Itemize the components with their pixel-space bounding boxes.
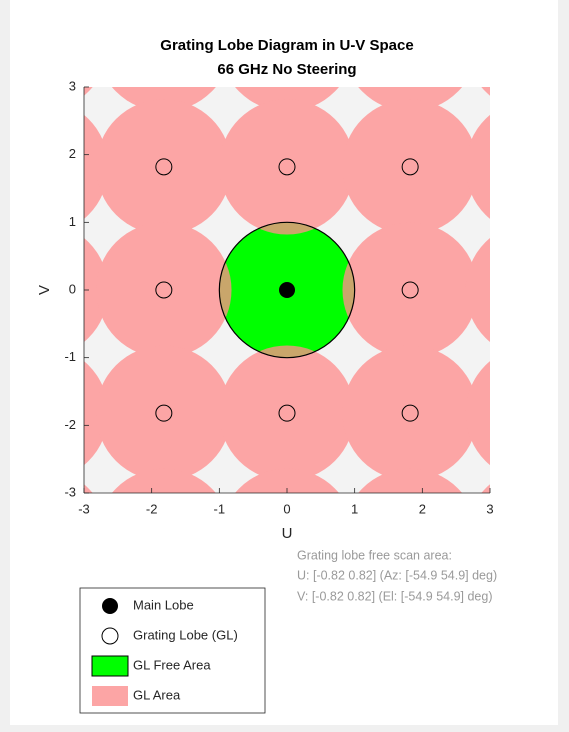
chart-title: Grating Lobe Diagram in U-V Space (160, 37, 413, 54)
x-axis-label: U (282, 525, 293, 542)
gl-area (96, 99, 232, 235)
gl-area (465, 114, 490, 219)
main-lobe (279, 282, 295, 298)
gl-area (481, 87, 490, 96)
y-tick-label: -1 (64, 349, 76, 364)
gl-area (342, 345, 478, 481)
y-axis-label: V (36, 285, 53, 295)
legend-marker (102, 598, 118, 614)
y-tick-label: 0 (69, 281, 76, 296)
gl-area (342, 99, 478, 235)
gl-area (96, 222, 232, 358)
gl-area (219, 99, 355, 235)
legend-label: GL Free Area (133, 657, 211, 672)
gl-area (481, 484, 490, 493)
grating-lobe (155, 158, 173, 176)
y-tick-label: -2 (64, 417, 76, 432)
grating-lobe (401, 281, 419, 299)
y-tick-label: 1 (69, 214, 76, 229)
gl-area (342, 222, 478, 358)
grating-lobe (155, 404, 173, 422)
x-tick-label: -2 (146, 501, 158, 516)
gl-area (465, 238, 490, 342)
grating-lobe (401, 404, 419, 422)
legend-swatch (91, 655, 129, 677)
x-tick-label: 1 (351, 501, 358, 516)
legend-swatch (92, 686, 128, 706)
gl-area (465, 361, 490, 466)
x-tick-label: -3 (78, 501, 90, 516)
y-tick-label: -3 (64, 484, 76, 499)
annotation: V: [-0.82 0.82] (El: [-54.9 54.9] deg) (297, 589, 492, 603)
legend: Main Lobe Grating Lobe (GL) GL Free Area GL… (79, 587, 266, 714)
annotation: Grating lobe free scan area: (297, 548, 452, 562)
gl-area (96, 345, 232, 481)
annotation: U: [-0.82 0.82] (Az: [-54.9 54.9] deg) (297, 568, 497, 582)
gl-area (84, 87, 93, 96)
grating-lobe (278, 404, 296, 422)
legend-marker (101, 627, 119, 645)
y-tick-label: 2 (69, 146, 76, 161)
x-tick-label: -1 (214, 501, 226, 516)
y-tick-label: 3 (69, 78, 76, 93)
x-tick-label: 3 (486, 501, 493, 516)
gl-area (358, 468, 463, 493)
plot-area (84, 87, 490, 493)
gl-area (111, 468, 216, 493)
grating-lobe (401, 158, 419, 176)
x-tick-label: 2 (419, 501, 426, 516)
legend-label: GL Area (133, 687, 181, 702)
legend-label: Grating Lobe (GL) (133, 627, 238, 642)
legend-label: Main Lobe (133, 597, 194, 612)
grating-lobe (155, 281, 173, 299)
x-tick-label: 0 (283, 501, 290, 516)
gl-area (219, 345, 355, 481)
gl-area (84, 484, 93, 493)
grating-lobe (278, 158, 296, 176)
axes: -3 -2 -1 0 1 2 3 -3 -2 -1 0 1 2 3 (64, 78, 493, 516)
gl-free-outline (218, 221, 356, 359)
chart-subtitle: 66 GHz No Steering (217, 61, 356, 78)
gl-area (235, 468, 339, 493)
